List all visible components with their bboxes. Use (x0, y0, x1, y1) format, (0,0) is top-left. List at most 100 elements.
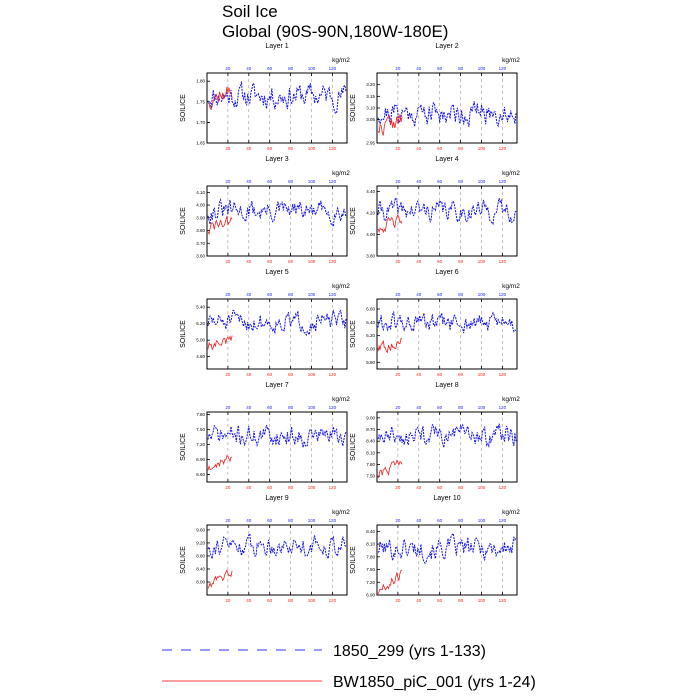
xtick-label-bottom: 100 (478, 372, 486, 377)
xtick-label-top: 60 (267, 292, 273, 297)
ytick-label: 7.80 (196, 412, 205, 417)
chart-ylabel: SOILICE (350, 94, 357, 122)
ytick-label: 7.80 (366, 462, 375, 467)
xtick-label-bottom: 120 (329, 259, 337, 264)
chart-ylabel: SOILICE (350, 433, 357, 461)
xtick-label-bottom: 80 (288, 485, 294, 490)
ytick-label: 6.20 (366, 333, 375, 338)
chart-units: kg/m2 (502, 509, 520, 516)
chart-units: kg/m2 (502, 396, 520, 403)
ytick-label: 3.05 (366, 117, 375, 122)
chart-title: Layer 5 (265, 269, 288, 276)
chart-panel-8: Layer 8 kg/m2 SOILICE 7.50 7.80 8.10 8.40 8.70 9… (350, 382, 520, 490)
ytick-label: 5.00 (196, 338, 205, 343)
xtick-label-top: 120 (499, 518, 507, 523)
xtick-label-top: 80 (288, 405, 294, 410)
xtick-label-bottom: 20 (395, 372, 401, 377)
xtick-label-top: 40 (416, 179, 422, 184)
plot-frame (376, 72, 518, 144)
xtick-label-bottom: 120 (499, 598, 507, 603)
xtick-label-bottom: 120 (499, 259, 507, 264)
ytick-label: 1.65 (196, 141, 205, 146)
ytick-label: 7.20 (196, 442, 205, 447)
xtick-label-bottom: 20 (225, 598, 231, 603)
series-line-blue (207, 81, 347, 114)
ytick-label: 1.80 (196, 79, 205, 84)
ytick-label: 6.00 (366, 347, 375, 352)
ytick-label: 2.95 (366, 141, 375, 146)
chart-panel-4: Layer 4 kg/m2 SOILICE 3.80 4.00 4.20 4.40 20 40 6… (350, 156, 520, 264)
xtick-label-bottom: 40 (246, 146, 252, 151)
xtick-label-bottom: 20 (225, 485, 231, 490)
plot-frame (206, 72, 348, 144)
xtick-label-top: 100 (308, 292, 316, 297)
xtick-label-bottom: 20 (225, 146, 231, 151)
xtick-label-bottom: 60 (267, 372, 273, 377)
xtick-label-top: 80 (288, 518, 294, 523)
xtick-label-bottom: 100 (308, 146, 316, 151)
xtick-label-top: 80 (458, 405, 464, 410)
xtick-label-bottom: 100 (478, 259, 486, 264)
plot-frame (206, 524, 348, 596)
ytick-label: 9.00 (366, 415, 375, 420)
xtick-label-bottom: 80 (458, 259, 464, 264)
plot-frame (376, 298, 518, 370)
chart-units: kg/m2 (332, 170, 350, 177)
chart-panel-3: Layer 3 kg/m2 SOILICE 3.60 3.70 3.80 3.90 4.00 4… (180, 156, 350, 264)
xtick-label-bottom: 60 (267, 259, 273, 264)
ytick-label: 6.60 (196, 472, 205, 477)
xtick-label-bottom: 120 (499, 146, 507, 151)
ytick-label: 1.70 (196, 120, 205, 125)
ytick-label: 3.15 (366, 94, 375, 99)
ytick-label: 8.40 (196, 566, 205, 571)
xtick-label-top: 80 (288, 66, 294, 71)
xtick-label-top: 80 (288, 292, 294, 297)
xtick-label-top: 60 (437, 405, 443, 410)
xtick-label-bottom: 40 (416, 259, 422, 264)
chart-units: kg/m2 (332, 396, 350, 403)
xtick-label-top: 120 (499, 405, 507, 410)
xtick-label-top: 20 (225, 405, 231, 410)
chart-ylabel: SOILICE (350, 546, 357, 574)
chart-units: kg/m2 (332, 509, 350, 516)
xtick-label-bottom: 100 (478, 485, 486, 490)
xtick-label-bottom: 120 (329, 485, 337, 490)
plot-frame (376, 411, 518, 483)
ytick-label: 5.40 (196, 305, 205, 310)
xtick-label-bottom: 40 (246, 485, 252, 490)
xtick-label-bottom: 100 (478, 598, 486, 603)
chart-panel-9: Layer 9 kg/m2 SOILICE 8.00 8.40 8.80 9.20 9.60 2… (180, 495, 350, 603)
xtick-label-bottom: 40 (416, 485, 422, 490)
xtick-label-bottom: 20 (395, 598, 401, 603)
ytick-label: 8.00 (196, 579, 205, 584)
xtick-label-bottom: 20 (395, 259, 401, 264)
xtick-label-bottom: 60 (437, 485, 443, 490)
xtick-label-top: 120 (329, 518, 337, 523)
xtick-label-bottom: 80 (458, 372, 464, 377)
chart-panel-2: Layer 2 kg/m2 SOILICE 2.95 3.05 3.10 3.15 3.20 2… (350, 43, 520, 151)
xtick-label-top: 40 (246, 179, 252, 184)
xtick-label-bottom: 20 (395, 146, 401, 151)
xtick-label-top: 60 (267, 405, 273, 410)
series-line-blue (207, 197, 347, 227)
chart-units: kg/m2 (332, 283, 350, 290)
ytick-label: 6.90 (196, 457, 205, 462)
xtick-label-top: 20 (395, 292, 401, 297)
xtick-label-top: 20 (225, 179, 231, 184)
xtick-label-top: 20 (395, 405, 401, 410)
xtick-label-bottom: 60 (267, 598, 273, 603)
xtick-label-top: 20 (395, 179, 401, 184)
xtick-label-top: 100 (308, 66, 316, 71)
series-line-red (377, 213, 403, 234)
ytick-label: 4.00 (196, 203, 205, 208)
xtick-label-top: 80 (458, 292, 464, 297)
xtick-label-bottom: 120 (329, 372, 337, 377)
chart-title: Layer 4 (435, 156, 458, 163)
xtick-label-top: 120 (329, 179, 337, 184)
xtick-label-bottom: 40 (246, 598, 252, 603)
chart-panel-6: Layer 6 kg/m2 SOILICE 5.80 6.00 6.20 6.40 6.60 2… (350, 269, 520, 377)
series-line-red (207, 569, 233, 589)
chart-panel-10: Layer 10 kg/m2 SOILICE 6.90 7.20 7.50 7.80 8.10… (350, 495, 520, 603)
series-line-blue (377, 311, 517, 334)
xtick-label-top: 120 (329, 66, 337, 71)
